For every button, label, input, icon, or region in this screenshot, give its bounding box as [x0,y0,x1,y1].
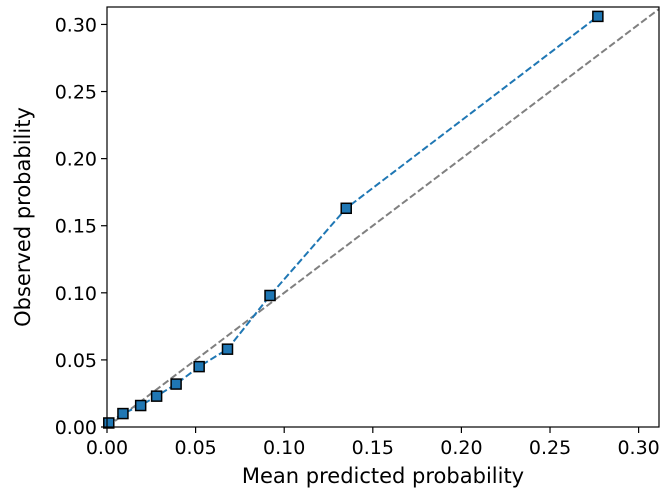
data-point-marker [103,417,115,429]
x-tick-label: 0.10 [263,437,305,459]
plot-frame [106,6,660,428]
y-tick-label: 0.10 [55,283,97,305]
calibration-series-line [108,15,599,424]
x-tick-label: 0.05 [174,437,216,459]
y-tick-label: 0.20 [55,149,97,171]
reference-diagonal-line [107,8,659,427]
plot-layer [103,6,660,429]
x-tick-label: 0.15 [352,437,394,459]
ticks-layer: 0.00 0.05 0.10 0.15 0.20 0.25 0.30 0.00 0.05 0.10… [55,14,660,459]
x-tick-label: 0.20 [440,437,482,459]
y-tick-label: 0.30 [55,14,97,36]
y-axis-label: Observed probability [11,107,35,327]
data-point-marker [134,399,147,412]
x-tick-label: 0.00 [86,437,128,459]
data-point-marker [170,378,182,390]
data-point-marker [340,202,352,215]
y-tick-label: 0.25 [55,82,97,104]
data-point-marker [117,407,129,420]
data-point-marker [193,360,205,373]
data-point-marker [221,343,234,355]
y-tick-label: 0.00 [55,417,97,439]
y-tick-label: 0.15 [55,216,97,238]
x-tick-label: 0.30 [617,437,659,459]
x-tick-label: 0.25 [529,437,571,459]
x-axis-label: Mean predicted probability [242,464,524,488]
data-point-marker [264,289,276,302]
data-point-marker [592,10,604,23]
y-tick-label: 0.05 [55,350,97,372]
data-point-marker [150,390,163,402]
